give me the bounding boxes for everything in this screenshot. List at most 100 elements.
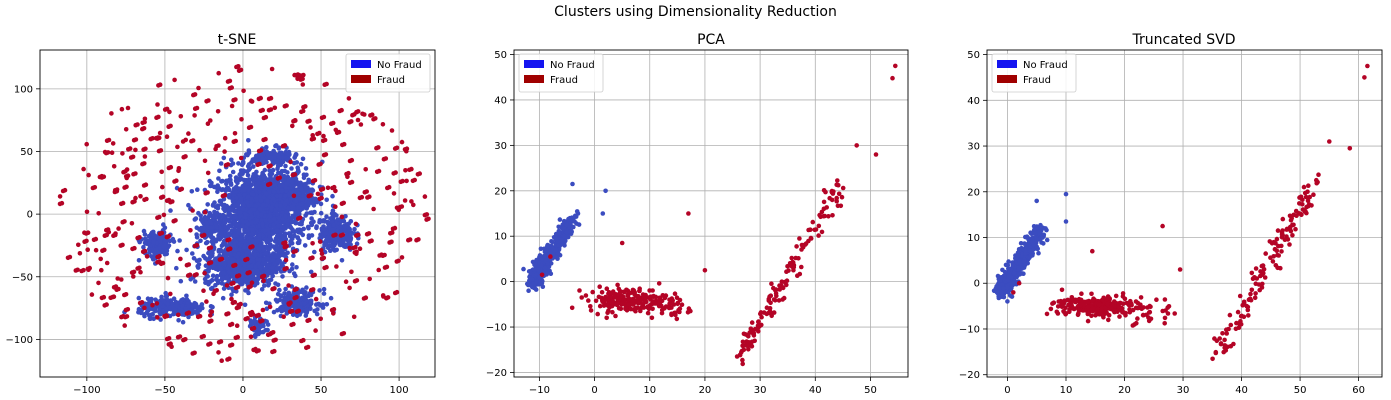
tsne-fraud-point [190, 138, 196, 143]
tsne-nofraud-point [180, 303, 185, 309]
tsne-nofraud-point [230, 196, 236, 201]
tsne-fraud-point [122, 323, 127, 328]
tsne-fraud-point [86, 267, 91, 273]
tsne-nofraud-point [271, 222, 276, 227]
tsne-nofraud-point [220, 212, 226, 218]
tsne-nofraud-point [198, 217, 204, 222]
tsne-nofraud-point [222, 216, 227, 222]
tsne-nofraud-point [214, 273, 220, 279]
tsne-fraud-point [215, 109, 221, 114]
tsne-nofraud-point [268, 219, 274, 224]
pca-ytick-label: 30 [494, 141, 507, 152]
tsne-fraud-point [294, 294, 299, 300]
tsne-fraud-point [178, 114, 184, 119]
tsne-fraud-point [89, 292, 95, 297]
tsne-legend-swatch [351, 75, 371, 83]
pca-xtick-label: −10 [529, 385, 550, 396]
tsne-nofraud-point [227, 259, 233, 265]
pca-points [521, 63, 898, 367]
tsne-nofraud-point [306, 225, 311, 231]
tsne-fraud-point [113, 232, 118, 238]
tsne-nofraud-point [260, 329, 266, 335]
tsne-nofraud-point [215, 185, 220, 191]
tsne-nofraud-point [162, 225, 168, 230]
pca-fraud-point [638, 306, 643, 312]
tsne-nofraud-point [229, 214, 234, 219]
pca-fraud-point [597, 303, 603, 309]
tsne-fraud-point [324, 81, 329, 87]
tsne-fraud-point [291, 321, 296, 327]
tsne-fraud-point [253, 346, 258, 352]
tsne-fraud-point [268, 163, 273, 168]
tsne-fraud-point [389, 128, 395, 133]
tsne-fraud-point [301, 337, 306, 343]
tsne-nofraud-point [271, 196, 276, 201]
tsne-nofraud-point [188, 277, 193, 282]
tsne-nofraud-point [163, 294, 169, 299]
tsne-fraud-point [125, 307, 131, 312]
tsne-fraud-point [99, 267, 104, 273]
tsne-fraud-point [310, 241, 315, 246]
pca-nofraud-point [570, 218, 575, 223]
tsne-fraud-point [158, 148, 164, 153]
tsne-fraud-point [393, 170, 398, 175]
tsne-nofraud-point [242, 244, 247, 250]
tsne-fraud-point [125, 105, 131, 111]
tsne-fraud-point [96, 280, 101, 286]
tsne-fraud-point [232, 262, 238, 268]
tsne-fraud-point [219, 358, 224, 364]
tsne-fraud-point [208, 245, 214, 250]
tsne-fraud-point [206, 98, 211, 103]
tsne-nofraud-point [242, 169, 247, 174]
tsne-fraud-point [353, 221, 359, 227]
pca-fraud-point [595, 311, 600, 317]
tsne-nofraud-point [195, 263, 200, 269]
tsne-nofraud-point [162, 243, 168, 248]
tsne-fraud-point [284, 266, 289, 271]
tsne-fraud-point [85, 247, 90, 252]
tsne-fraud-point [349, 157, 355, 163]
pca-nofraud-point [534, 279, 539, 284]
tsne-fraud-point [110, 141, 116, 146]
tsne-nofraud-point [203, 263, 209, 269]
tsne-fraud-point [142, 116, 148, 122]
tsne-fraud-point [190, 208, 195, 213]
pca-nofraud-point [567, 224, 572, 230]
tsne-fraud-point [345, 174, 350, 180]
tsne-nofraud-point [171, 239, 177, 244]
pca-nofraud-point [557, 230, 562, 236]
pca-fraud-point [636, 294, 641, 299]
tsne-nofraud-point [288, 196, 294, 202]
tsne-nofraud-point [175, 248, 180, 254]
tsne-nofraud-point [197, 227, 202, 232]
tsne-fraud-point [139, 300, 145, 305]
tsne-nofraud-point [250, 157, 256, 162]
tsne-fraud-point [303, 104, 308, 109]
tsne-nofraud-point [231, 234, 236, 239]
tsne-fraud-point [301, 72, 306, 78]
tsne-nofraud-point [194, 235, 200, 240]
tsne-fraud-point [358, 122, 364, 127]
tsne-nofraud-point [276, 223, 281, 229]
tsne-nofraud-point [315, 307, 320, 312]
tsne-nofraud-point [236, 228, 242, 233]
tsne-nofraud-point [296, 205, 302, 211]
tsne-nofraud-point [270, 273, 276, 279]
tsne-nofraud-point [221, 241, 226, 246]
pca-fraud-point [640, 302, 646, 307]
pca-nofraud-point [557, 217, 563, 222]
tsne-nofraud-point [257, 257, 263, 263]
tsne-nofraud-point [222, 208, 228, 214]
tsne-nofraud-point [213, 256, 219, 262]
tsne-nofraud-point [232, 267, 237, 272]
tsne-fraud-point [142, 154, 148, 159]
tsne-nofraud-point [276, 254, 282, 259]
tsne-nofraud-point [295, 235, 301, 241]
tsne-nofraud-point [242, 239, 248, 244]
tsne-fraud-point [270, 330, 276, 335]
tsne-nofraud-point [146, 246, 152, 252]
tsne-nofraud-point [286, 290, 292, 296]
tsne-fraud-point [317, 130, 322, 136]
tsne-legend-label: Fraud [377, 75, 405, 86]
